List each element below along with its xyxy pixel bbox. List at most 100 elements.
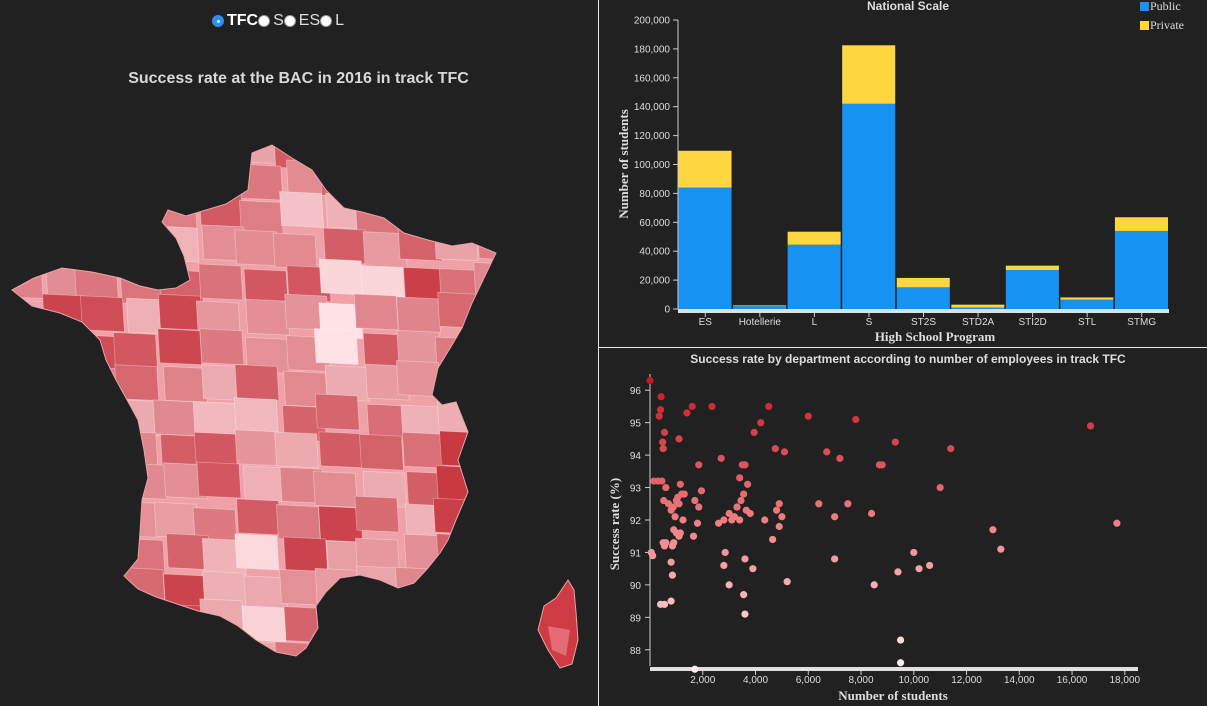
bar-private-es[interactable] <box>678 150 732 188</box>
scatter-point[interactable] <box>679 516 687 524</box>
scatter-point[interactable] <box>675 500 683 508</box>
department-area[interactable] <box>318 258 364 296</box>
department-area[interactable] <box>482 297 527 334</box>
scatter-point[interactable] <box>683 409 691 417</box>
department-area[interactable] <box>122 462 168 500</box>
scatter-point[interactable] <box>667 558 675 566</box>
department-area[interactable] <box>481 366 526 403</box>
department-area[interactable] <box>152 399 198 437</box>
track-radio-es[interactable]: ES <box>283 12 320 30</box>
department-area[interactable] <box>233 397 279 435</box>
department-area[interactable] <box>363 608 408 646</box>
scatter-point[interactable] <box>660 600 669 608</box>
department-area[interactable] <box>73 133 119 169</box>
scatter-point[interactable] <box>733 503 741 511</box>
scatter-point[interactable] <box>691 496 699 505</box>
department-area[interactable] <box>320 671 364 706</box>
scatter-point[interactable] <box>744 480 752 488</box>
department-area[interactable] <box>199 638 245 674</box>
scatter-point[interactable] <box>725 581 733 589</box>
scatter-point[interactable] <box>765 402 773 411</box>
scatter-point[interactable] <box>650 477 658 485</box>
department-area[interactable] <box>6 434 51 472</box>
department-area[interactable] <box>199 328 245 366</box>
department-area[interactable] <box>162 365 208 403</box>
department-area[interactable] <box>1 361 46 399</box>
track-radio-tfc[interactable]: TFC <box>212 12 258 30</box>
scatter-point[interactable] <box>737 496 745 505</box>
department-area[interactable] <box>355 565 401 603</box>
department-area[interactable] <box>234 533 280 571</box>
department-area[interactable] <box>437 564 483 602</box>
department-area[interactable] <box>312 634 358 670</box>
department-area[interactable] <box>198 263 244 301</box>
department-area[interactable] <box>198 156 244 194</box>
department-area[interactable] <box>82 570 128 608</box>
scatter-point[interactable] <box>783 578 791 586</box>
scatter-point[interactable] <box>669 503 677 511</box>
department-area[interactable] <box>114 364 160 402</box>
scatter-point[interactable] <box>668 571 677 579</box>
bar-public-l[interactable] <box>787 244 841 309</box>
scatter-point[interactable] <box>695 461 703 469</box>
department-area[interactable] <box>78 671 122 706</box>
department-area[interactable] <box>39 598 85 636</box>
department-area[interactable] <box>43 634 89 671</box>
scatter-point[interactable] <box>657 393 665 401</box>
department-area[interactable] <box>153 501 199 539</box>
scatter-point[interactable] <box>660 428 669 436</box>
scatter-point[interactable] <box>775 522 783 531</box>
department-area[interactable] <box>314 567 360 605</box>
scatter-point[interactable] <box>730 513 739 521</box>
department-area[interactable] <box>74 334 120 372</box>
bar-public-es[interactable] <box>678 187 732 309</box>
scatter-point[interactable] <box>725 509 733 518</box>
scatter-point[interactable] <box>746 509 754 518</box>
department-area[interactable] <box>476 223 521 261</box>
department-area[interactable] <box>234 364 280 401</box>
scatter-point[interactable] <box>697 487 706 495</box>
scatter-point[interactable] <box>761 516 769 524</box>
scatter-point[interactable] <box>740 490 748 498</box>
department-area[interactable] <box>443 635 489 672</box>
department-area[interactable] <box>446 674 490 706</box>
department-area[interactable] <box>436 533 481 571</box>
department-area[interactable] <box>272 232 318 270</box>
department-area[interactable] <box>0 500 44 538</box>
scatter-point[interactable] <box>831 513 839 521</box>
scatter-point[interactable] <box>1086 422 1095 430</box>
bar-public-hotellerie[interactable] <box>733 306 787 309</box>
department-area[interactable] <box>113 430 159 468</box>
scatter-point[interactable] <box>659 445 667 453</box>
department-area[interactable] <box>0 536 41 574</box>
scatter-point[interactable] <box>773 506 781 514</box>
scatter-point[interactable] <box>815 500 823 508</box>
scatter-point[interactable] <box>836 454 844 462</box>
scatter-point[interactable] <box>915 565 923 573</box>
scatter-point[interactable] <box>676 529 684 537</box>
department-area[interactable] <box>113 500 159 538</box>
scatter-point[interactable] <box>757 419 765 427</box>
scatter-point[interactable] <box>891 438 899 446</box>
department-area[interactable] <box>474 632 519 669</box>
department-area[interactable] <box>359 433 404 471</box>
scatter-point[interactable] <box>997 545 1005 553</box>
radio-dot[interactable] <box>258 15 271 27</box>
department-area[interactable] <box>236 498 281 536</box>
scatter-point[interactable] <box>831 555 839 563</box>
bar-public-stl[interactable] <box>1060 299 1114 309</box>
department-area[interactable] <box>201 538 247 575</box>
department-area[interactable] <box>286 265 332 303</box>
scatter-point[interactable] <box>736 474 744 482</box>
department-area[interactable] <box>442 609 488 647</box>
department-area[interactable] <box>234 229 279 267</box>
scatter-point[interactable] <box>896 636 905 644</box>
department-area[interactable] <box>396 296 441 334</box>
department-area[interactable] <box>394 675 438 706</box>
department-area[interactable] <box>158 293 203 331</box>
department-area[interactable] <box>122 192 168 230</box>
department-area[interactable] <box>4 159 49 197</box>
scatter-point[interactable] <box>894 568 902 576</box>
department-area[interactable] <box>436 164 482 202</box>
department-area[interactable] <box>118 125 164 162</box>
